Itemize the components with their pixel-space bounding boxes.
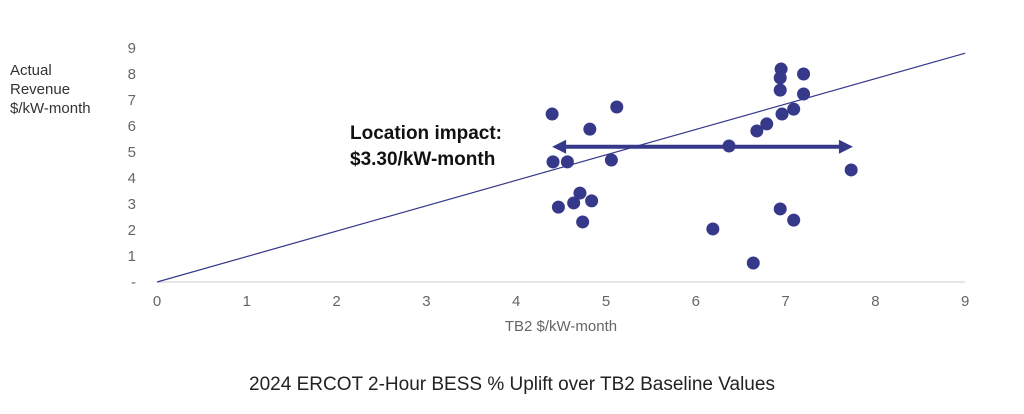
data-point [775, 107, 789, 121]
x-tick-label: 5 [602, 293, 610, 310]
x-tick-label: 8 [871, 293, 879, 310]
x-tick-label: 1 [243, 293, 251, 310]
data-point [545, 107, 559, 121]
y-axis-label-line-2: Revenue [10, 81, 70, 98]
data-point [787, 213, 801, 227]
data-point [844, 163, 858, 177]
data-point [773, 71, 787, 85]
chart-title: 2024 ERCOT 2-Hour BESS % Uplift over TB2… [249, 374, 775, 395]
y-tick-label: 1 [128, 248, 136, 265]
data-point [750, 124, 764, 138]
x-axis-label: TB2 $/kW-month [505, 318, 617, 335]
data-point [583, 122, 597, 136]
data-point [560, 155, 574, 169]
data-point [706, 222, 720, 236]
data-point [610, 100, 624, 114]
y-tick-label: 7 [128, 92, 136, 109]
data-point [551, 200, 565, 214]
y-axis-label-line-3: $/kW-month [10, 100, 91, 117]
x-tick-label: 6 [692, 293, 700, 310]
data-point [797, 87, 811, 101]
data-point [604, 153, 618, 167]
data-point [773, 83, 787, 97]
y-tick-label: 2 [128, 222, 136, 239]
data-point [546, 155, 560, 169]
arrow-right-head-icon [838, 139, 853, 154]
x-tick-label: 0 [153, 293, 161, 310]
data-point [573, 186, 587, 200]
x-tick-label: 3 [422, 293, 430, 310]
y-tick-label: 8 [128, 66, 136, 83]
y-tick-label: 4 [128, 170, 136, 187]
data-point [797, 67, 811, 81]
arrow-left-head-icon [552, 139, 567, 154]
data-point [585, 194, 599, 208]
data-point [773, 202, 787, 216]
data-point [787, 102, 801, 116]
data-point [760, 117, 774, 131]
x-tick-label: 4 [512, 293, 520, 310]
y-tick-label: 3 [128, 196, 136, 213]
reference-line [156, 52, 966, 283]
x-tick-label: 2 [332, 293, 340, 310]
y-tick-label: 9 [128, 40, 136, 57]
y-tick-label: 6 [128, 118, 136, 135]
data-point [567, 196, 581, 210]
annotation-line-1: Location impact: [350, 123, 502, 144]
x-tick-label: 7 [781, 293, 789, 310]
data-point [576, 215, 590, 229]
y-tick-label: 5 [128, 144, 136, 161]
x-tick-label: 9 [961, 293, 969, 310]
y-axis-label-line-1: Actual [10, 62, 52, 79]
y-tick-label: - [131, 274, 136, 291]
annotation-line-2: $3.30/kW-month [350, 149, 495, 170]
data-point [746, 256, 760, 270]
